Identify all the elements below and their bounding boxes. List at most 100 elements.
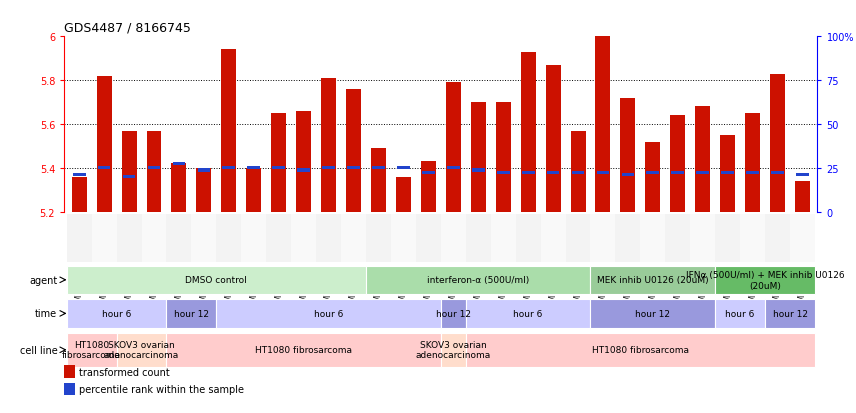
Text: hour 6: hour 6 — [514, 309, 543, 318]
Text: hour 12: hour 12 — [773, 309, 807, 318]
Text: percentile rank within the sample: percentile rank within the sample — [80, 384, 244, 394]
Bar — [790, 214, 815, 262]
Text: hour 12: hour 12 — [436, 309, 471, 318]
Bar — [241, 214, 266, 262]
Bar — [466, 214, 490, 262]
Bar — [422, 171, 435, 174]
Bar — [795, 182, 810, 212]
Bar — [116, 333, 166, 367]
Bar — [223, 167, 235, 170]
Bar — [515, 214, 541, 262]
Text: hour 6: hour 6 — [726, 309, 755, 318]
Bar — [147, 167, 160, 170]
Bar — [67, 214, 92, 262]
Bar — [716, 214, 740, 262]
Text: time: time — [35, 309, 57, 318]
Bar — [621, 173, 634, 177]
Bar — [348, 167, 360, 170]
Bar — [671, 171, 684, 174]
Bar — [64, 383, 75, 395]
Bar — [198, 169, 211, 172]
Bar — [166, 333, 441, 367]
Bar — [716, 299, 765, 328]
Bar — [316, 214, 341, 262]
Bar — [391, 214, 416, 262]
Text: SKOV3 ovarian
adenocarcinoma: SKOV3 ovarian adenocarcinoma — [416, 340, 491, 360]
Bar — [146, 131, 162, 212]
Bar — [471, 103, 485, 212]
Bar — [73, 173, 86, 177]
Bar — [796, 173, 809, 177]
Bar — [441, 214, 466, 262]
Bar — [695, 107, 710, 212]
Bar — [447, 167, 460, 170]
Bar — [746, 171, 759, 174]
Bar — [366, 214, 391, 262]
Bar — [771, 171, 784, 174]
Bar — [745, 114, 760, 212]
Bar — [166, 214, 192, 262]
Bar — [322, 167, 335, 170]
Bar — [166, 299, 217, 328]
Text: MEK inhib U0126 (20uM): MEK inhib U0126 (20uM) — [597, 275, 709, 285]
Text: HT1080 fibrosarcoma: HT1080 fibrosarcoma — [591, 345, 689, 354]
Bar — [765, 214, 790, 262]
Bar — [67, 299, 166, 328]
Bar — [67, 333, 116, 367]
Bar — [646, 171, 659, 174]
Bar — [541, 214, 566, 262]
Bar — [496, 171, 509, 174]
Text: interferon-α (500U/ml): interferon-α (500U/ml) — [427, 275, 529, 285]
Bar — [122, 176, 135, 179]
Bar — [496, 103, 511, 212]
Bar — [572, 171, 585, 174]
Text: cell line: cell line — [20, 345, 57, 355]
Bar — [770, 74, 785, 212]
Bar — [441, 333, 466, 367]
Bar — [441, 299, 466, 328]
Bar — [640, 214, 665, 262]
Bar — [615, 214, 640, 262]
Bar — [520, 52, 536, 212]
Bar — [247, 169, 261, 212]
Bar — [192, 214, 217, 262]
Text: transformed count: transformed count — [80, 367, 170, 377]
Bar — [372, 167, 385, 170]
Bar — [545, 66, 561, 212]
Text: SKOV3 ovarian
adenocarcinoma: SKOV3 ovarian adenocarcinoma — [104, 340, 179, 360]
Text: hour 6: hour 6 — [314, 309, 343, 318]
Bar — [92, 214, 116, 262]
Text: GDS4487 / 8166745: GDS4487 / 8166745 — [64, 21, 191, 35]
Text: IFNα (500U/ml) + MEK inhib U0126
(20uM): IFNα (500U/ml) + MEK inhib U0126 (20uM) — [686, 271, 844, 290]
Bar — [97, 76, 111, 212]
Bar — [765, 299, 815, 328]
Bar — [591, 266, 716, 294]
Bar — [597, 171, 609, 174]
Bar — [271, 114, 286, 212]
Bar — [690, 214, 716, 262]
Bar — [396, 177, 411, 212]
Bar — [122, 131, 137, 212]
Bar — [272, 167, 285, 170]
Text: DMSO control: DMSO control — [186, 275, 247, 285]
Bar — [341, 214, 366, 262]
Bar — [591, 214, 615, 262]
Bar — [522, 171, 534, 174]
Bar — [141, 214, 166, 262]
Bar — [98, 167, 110, 170]
Bar — [446, 83, 461, 212]
Text: hour 12: hour 12 — [174, 309, 209, 318]
Bar — [297, 169, 310, 172]
Bar — [291, 214, 316, 262]
Bar — [490, 214, 515, 262]
Bar — [645, 142, 660, 212]
Bar — [366, 266, 591, 294]
Bar — [321, 79, 336, 212]
Bar — [196, 169, 211, 212]
Bar — [466, 333, 815, 367]
Bar — [547, 171, 560, 174]
Bar — [716, 266, 815, 294]
Bar — [266, 214, 291, 262]
Bar — [697, 171, 709, 174]
Bar — [621, 98, 635, 212]
